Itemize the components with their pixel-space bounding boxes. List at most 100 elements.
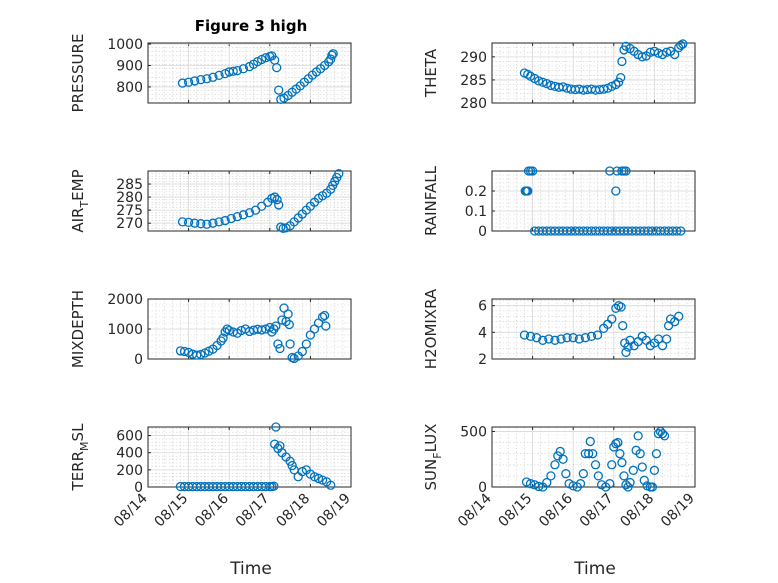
data-point — [525, 331, 536, 341]
data-point — [617, 457, 627, 468]
x-tick-label: 08/14 — [455, 490, 495, 530]
y-axis-label: AIRTEMP — [69, 169, 91, 232]
x-axis-label-left: Time — [229, 559, 272, 579]
data-point — [676, 226, 686, 236]
data-point — [297, 346, 307, 357]
data-point — [523, 186, 533, 196]
data-point — [313, 473, 324, 484]
y-tick-label: 200 — [116, 463, 143, 479]
y-tick-label: 0 — [134, 352, 143, 368]
data-point — [619, 471, 629, 481]
data-point — [613, 437, 623, 448]
data-point — [611, 303, 621, 313]
data-point — [580, 449, 591, 459]
y-tick-label: 0.2 — [465, 184, 487, 200]
y-tick-label: 2000 — [107, 292, 143, 308]
axes-frame — [491, 426, 696, 488]
data-point — [618, 321, 628, 331]
data-point — [317, 312, 328, 322]
data-point — [232, 212, 242, 222]
data-point — [317, 475, 328, 485]
subplot-sun-flux: 0 500 08/14 08/15 08/16 08/17 08/18 08/19 SUNFLU… — [422, 424, 698, 531]
data-point — [659, 431, 670, 441]
data-point — [321, 321, 331, 331]
x-tick-label: 08/15 — [152, 491, 192, 531]
data-point — [244, 208, 255, 218]
data-point — [271, 422, 281, 432]
data-point — [623, 342, 633, 352]
data-point — [326, 480, 336, 490]
data-point — [277, 315, 287, 325]
data-point — [625, 477, 635, 488]
y-axis-label: PRESSURE — [69, 34, 87, 113]
data-point — [661, 334, 672, 344]
data-point — [578, 469, 588, 479]
data-point — [580, 333, 591, 343]
data-point — [285, 456, 295, 466]
data-point — [558, 82, 568, 92]
data-point — [328, 49, 338, 59]
x-tick-label: 08/16 — [536, 490, 576, 530]
data-point — [538, 335, 548, 345]
data-point — [208, 72, 218, 82]
y-axis-label-main: SUN — [422, 459, 440, 491]
data-point — [585, 436, 595, 447]
y-axis-label-rest: SL — [69, 423, 87, 442]
y-tick-label: 280 — [460, 96, 487, 112]
data-point — [538, 77, 548, 87]
subplot-mixdepth: 0 1000 2000 MIXDEPTH — [69, 290, 352, 368]
data-point — [555, 446, 565, 457]
axes-frame — [491, 170, 696, 232]
data-point — [583, 449, 594, 459]
data-point — [561, 469, 571, 479]
data-point — [590, 460, 601, 470]
y-axis-label-subscript: M — [78, 441, 91, 451]
data-point — [327, 50, 337, 60]
data-point — [521, 477, 532, 487]
data-point — [183, 217, 194, 228]
x-tick-label: 08/17 — [577, 491, 617, 531]
data-point — [274, 200, 284, 210]
y-axis-label-rest: LUX — [422, 424, 440, 453]
data-point — [297, 466, 307, 477]
axes-frame — [147, 298, 352, 360]
data-point — [670, 49, 680, 60]
figure-title: Figure 3 high — [195, 17, 308, 35]
data-point — [637, 462, 647, 472]
data-point — [611, 186, 621, 196]
data-point — [556, 334, 566, 344]
y-axis-label-subscript: T — [78, 201, 91, 209]
y-tick-label: 800 — [116, 80, 143, 96]
data-point — [562, 333, 572, 343]
data-point — [214, 217, 224, 227]
data-point — [615, 449, 625, 459]
data-point — [592, 330, 603, 340]
data-point — [202, 74, 212, 84]
data-point — [558, 454, 568, 464]
x-tick-label: 08/14 — [111, 490, 151, 530]
data-point — [649, 465, 660, 475]
y-axis-label-rest: EMP — [69, 169, 87, 200]
data-point — [190, 76, 200, 86]
data-point — [301, 339, 311, 349]
data-point — [635, 449, 645, 459]
x-tick-label: 08/19 — [314, 491, 354, 531]
data-point — [228, 66, 238, 76]
data-point — [261, 53, 271, 63]
data-point — [676, 40, 686, 50]
data-point — [275, 343, 285, 354]
data-point — [319, 310, 330, 321]
x-tick-label: 08/19 — [658, 491, 698, 531]
data-point — [220, 215, 230, 226]
data-point — [599, 84, 609, 94]
data-point — [657, 341, 668, 351]
data-point — [621, 166, 631, 176]
subplot-h2omixra: 2 4 6 H2OMIXRA — [422, 288, 696, 369]
data-point — [265, 322, 275, 333]
data-point — [238, 210, 249, 220]
data-point — [621, 347, 631, 357]
x-tick-label: 08/15 — [496, 491, 536, 531]
